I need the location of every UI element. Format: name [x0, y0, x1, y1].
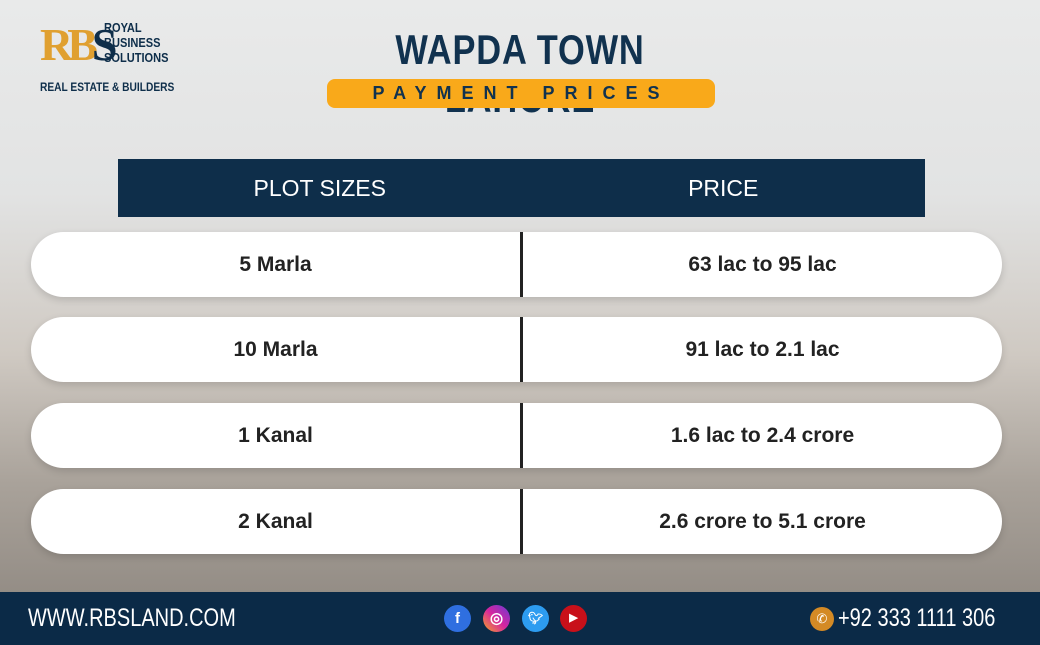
twitter-icon[interactable]: 🐦︎ [522, 605, 549, 632]
plot-size: 2 Kanal [238, 509, 313, 533]
phone-number: +92 333 1111 306 [838, 604, 996, 632]
divider [520, 403, 523, 468]
table-row: 2 Kanal 2.6 crore to 5.1 crore [31, 489, 1002, 554]
phone-contact[interactable]: ✆ +92 333 1111 306 [810, 604, 1035, 633]
price: 91 lac to 2.1 lac [685, 337, 840, 361]
youtube-icon[interactable]: ▶ [560, 605, 587, 632]
header-price: PRICE [688, 174, 759, 201]
rbs-logo: RBS ROYAL BUSINESS SOLUTIONS REAL ESTATE &… [40, 16, 190, 98]
plot-size: 1 Kanal [238, 423, 313, 447]
header-plot-sizes: PLOT SIZES [253, 174, 386, 201]
price: 2.6 crore to 5.1 crore [659, 509, 866, 533]
table-row: 10 Marla 91 lac to 2.1 lac [31, 317, 1002, 382]
table-row: 5 Marla 63 lac to 95 lac [31, 232, 1002, 297]
divider [520, 317, 523, 382]
divider [520, 232, 523, 297]
plot-size: 10 Marla [233, 337, 318, 361]
price: 63 lac to 95 lac [688, 252, 837, 276]
logo-subtitle: REAL ESTATE & BUILDERS [40, 80, 175, 94]
table-row: 1 Kanal 1.6 lac to 2.4 crore [31, 403, 1002, 468]
logo-monogram: RBS [40, 19, 117, 70]
divider [520, 489, 523, 554]
website-link[interactable]: WWW.RBSLAND.COM [28, 604, 236, 632]
price: 1.6 lac to 2.4 crore [670, 423, 855, 447]
table-header: PLOT SIZES PRICE [118, 159, 925, 217]
phone-icon: ✆ [810, 606, 834, 631]
page-subtitle: PAYMENT PRICES [327, 79, 715, 108]
plot-size: 5 Marla [239, 252, 312, 276]
footer: WWW.RBSLAND.COM f ◎ 🐦︎ ▶ ✆ +92 333 1111 … [0, 592, 1040, 645]
facebook-icon[interactable]: f [444, 605, 471, 632]
logo-name: ROYAL BUSINESS SOLUTIONS [104, 20, 169, 65]
instagram-icon[interactable]: ◎ [483, 605, 510, 632]
